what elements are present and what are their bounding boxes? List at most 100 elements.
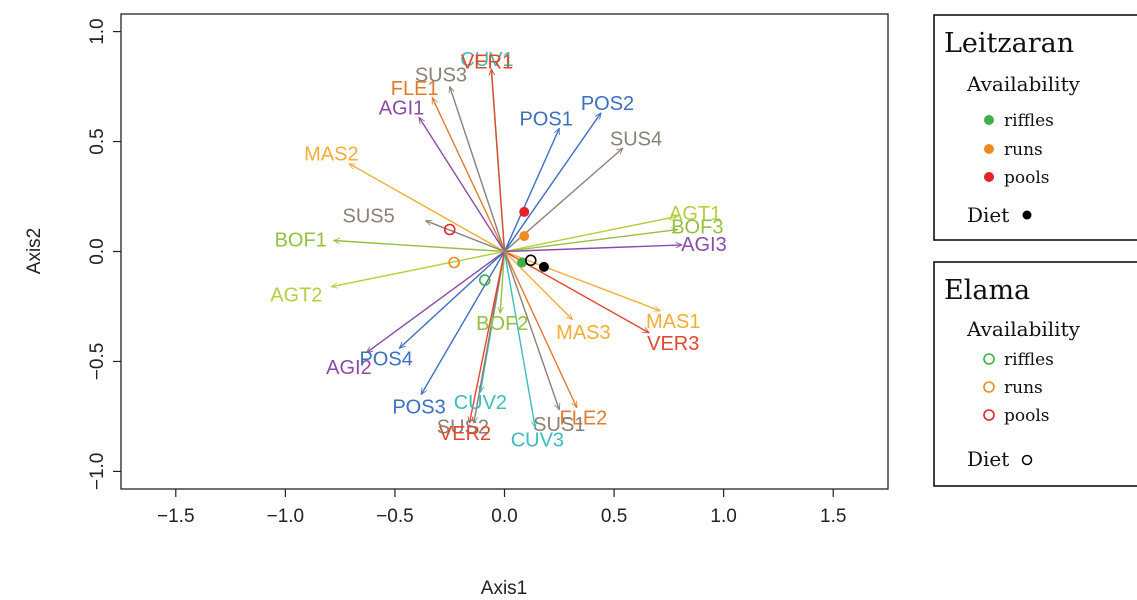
legend-marker-runs [984,144,994,154]
vector-label-agt2: AGT2 [270,284,322,306]
vector-label-bof2: BOF2 [476,313,528,335]
vector-arrow-pos4 [399,250,505,349]
vector-label-cuv1: CUV1 [460,49,513,71]
x-axis: −1.5 −1.0 −0.5 0.0 0.5 1.0 1.5 [157,489,846,527]
vector-arrow-bof1 [334,241,505,253]
vector-arrow-mas3 [504,251,573,320]
y-axis-title: Axis2 [24,228,45,274]
x-tick-label: −0.5 [376,506,414,527]
vector-label-pos1: POS1 [519,109,572,131]
legend-label-pools: pools [1004,168,1050,188]
x-tick-label: −1.0 [267,506,305,527]
point-leitzaran-riffles [517,257,528,268]
vector-arrow-pos3 [420,251,506,395]
vector-label-agt1: AGT1 [669,203,721,225]
centroid-points [443,206,549,286]
vector-arrow-sus2 [474,251,506,424]
vector-label-agi3: AGI3 [681,234,727,256]
vector-label-sus3: SUS3 [415,65,467,87]
point-elama-runs [448,256,460,269]
point-elama-pools [443,223,456,236]
vector-label-sus1: SUS1 [533,414,585,436]
x-axis-title: Axis1 [481,578,527,599]
x-tick-label: 0.0 [491,506,517,527]
vector-arrow-agt2 [331,250,505,287]
vector-arrow-mas1 [504,250,661,311]
legend-marker-riffles [983,353,995,365]
x-tick-label: 1.0 [710,506,736,527]
legend-label-runs: runs [1004,378,1043,398]
legend-marker-diet [1021,454,1033,466]
vector-label-sus4: SUS4 [610,128,662,150]
legend-diet-label: Diet [967,447,1009,471]
y-tick-label: 0.0 [87,238,108,264]
vector-label-bof3: BOF3 [671,216,723,238]
legend-marker-diet [1022,210,1032,220]
vector-label-ver3: VER3 [647,333,699,355]
vector-label-pos2: POS2 [581,93,634,115]
y-tick-label: 0.5 [87,128,108,154]
vector-arrow-mas2 [349,162,505,253]
vector-label-mas2: MAS2 [304,144,358,166]
vector-arrow-pos1 [503,128,560,252]
y-axis: −1.0 −0.5 0.0 0.5 1.0 [87,18,121,490]
vector-arrow-bof3 [504,230,678,253]
legend-elama: Elama Availability riffles runs pools Di… [933,261,1137,487]
vector-arrow-sus5 [426,221,505,253]
vector-label-agi1: AGI1 [379,98,425,120]
point-leitzaran-runs [519,231,530,242]
vector-label-bof1: BOF1 [275,230,327,252]
vector-label-mas3: MAS3 [556,322,610,344]
vector-label-ver2: VER2 [439,423,491,445]
vector-arrow-fle1 [431,98,506,252]
vector-arrow-fle2 [503,251,578,408]
vector-arrow-bof2 [500,251,506,314]
vector-arrow-ver1 [491,69,506,252]
legend-label-runs: runs [1004,140,1043,160]
legend-label-riffles: riffles [1004,350,1054,370]
legend-label-pools: pools [1004,406,1050,426]
point-elama-diet [524,254,537,267]
x-tick-label: 0.5 [601,506,627,527]
vector-label-agi2: AGI2 [326,357,372,379]
vector-arrow-ver2 [469,251,506,424]
vector-label-fle2: FLE2 [559,408,607,430]
legend-label-riffles: riffles [1004,111,1054,131]
legend-box [933,261,1137,487]
legend-subtitle: Availability [966,72,1081,96]
y-tick-label: −1.0 [87,453,108,491]
point-elama-riffles [478,274,491,286]
x-tick-label: 1.5 [820,506,846,527]
legend-box [933,14,1137,241]
legend-marker-riffles [984,115,994,125]
legend-title: Leitzaran [944,28,1074,59]
legend-marker-pools [984,172,994,182]
legend-marker-pools [983,409,995,421]
x-tick-label: −1.5 [157,506,195,527]
vector-label-sus2: SUS2 [437,416,489,438]
vector-arrow-sus3 [450,87,506,252]
legend-subtitle: Availability [966,317,1081,341]
vector-arrow-cuv3 [503,251,536,428]
point-leitzaran-diet [538,261,549,272]
vector-label-cuv2: CUV2 [454,392,507,414]
vector-label-cuv3: CUV3 [511,430,564,452]
vector-arrow-agi3 [504,245,683,253]
vector-label-sus5: SUS5 [343,205,395,227]
vector-label-fle1: FLE1 [391,78,439,100]
vector-label-pos4: POS4 [359,348,412,370]
y-tick-label: −0.5 [87,343,108,381]
vector-arrow-agi1 [418,117,506,252]
y-tick-label: 1.0 [87,18,108,44]
point-leitzaran-pools [519,206,530,217]
vector-arrow-pos2 [503,113,601,252]
legend-title: Elama [944,275,1030,306]
vector-arrow-agt1 [504,216,678,253]
vector-label-pos3: POS3 [392,397,445,419]
vector-arrow-agi2 [366,250,505,353]
vector-label-ver1: VER1 [461,51,513,73]
vector-label-mas1: MAS1 [646,311,700,333]
legend-diet-label: Diet [967,203,1009,227]
